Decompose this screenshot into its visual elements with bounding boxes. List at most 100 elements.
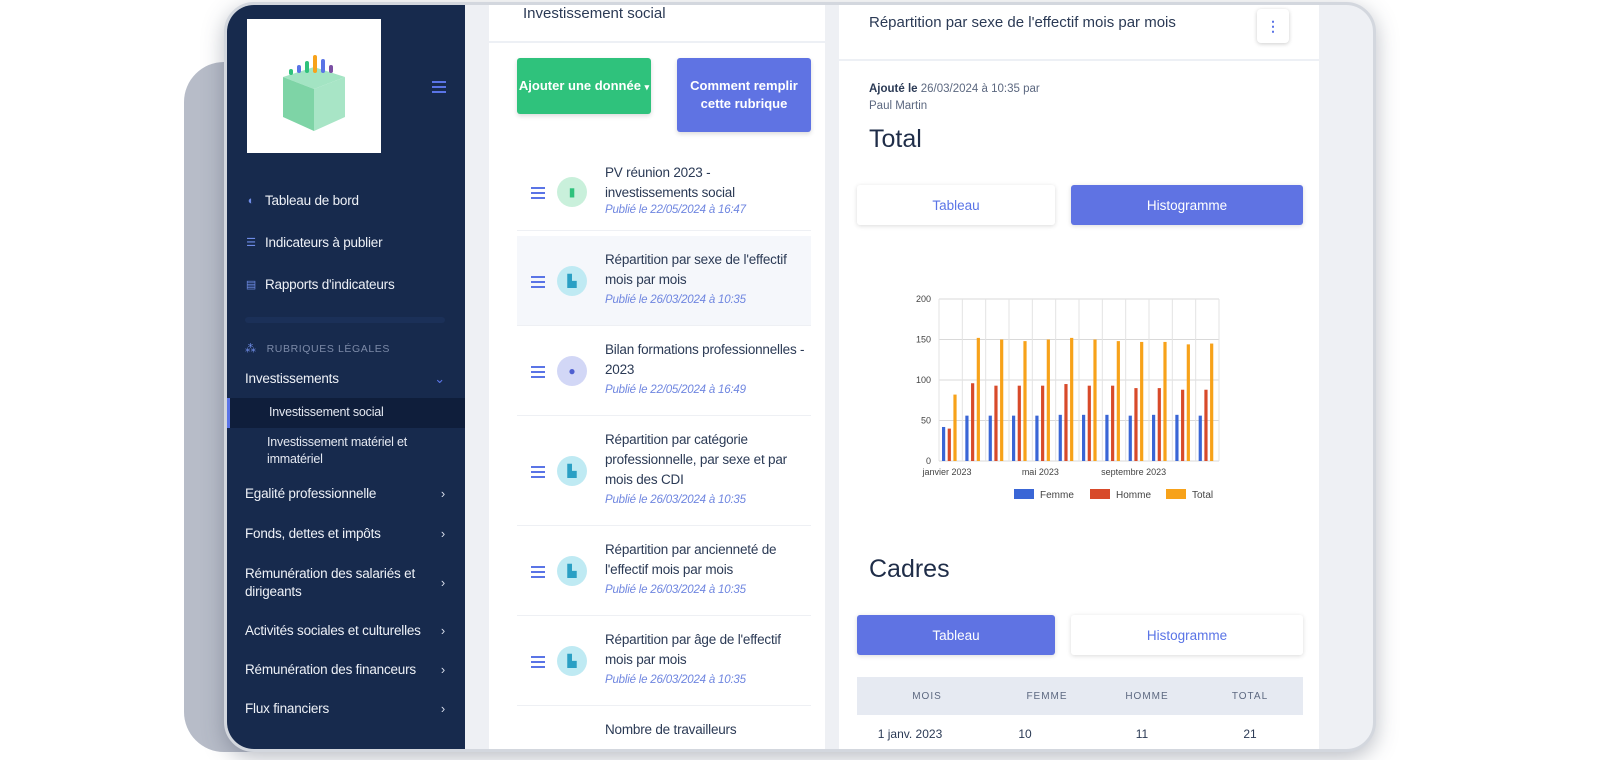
list-item[interactable]: Nombre de travailleurs — [517, 706, 811, 749]
toggle-histogram-cadres[interactable]: Histogramme — [1071, 615, 1303, 655]
bar-total — [1210, 343, 1214, 461]
toggle-table-total[interactable]: Tableau — [857, 185, 1055, 225]
item-title: Nombre de travailleurs — [605, 722, 737, 737]
item-date: Publié le 22/05/2024 à 16:47 — [605, 204, 746, 216]
bar-homme — [947, 428, 951, 461]
legend-label: Femme — [1040, 490, 1074, 501]
bar-homme — [1111, 385, 1115, 461]
sidebar-group-remuneration-salaries[interactable]: Rémunération des salariés et dirigeants … — [245, 565, 455, 601]
logo-icon — [283, 55, 345, 131]
sidebar-subitem-investissement-social[interactable]: Investissement social — [269, 405, 384, 419]
sidebar-item-indicators[interactable]: ☰ Indicateurs à publier — [245, 235, 382, 250]
chart-icon: ▙ — [557, 456, 587, 486]
section-title-total: Total — [869, 125, 922, 153]
menu-toggle-icon[interactable] — [432, 81, 446, 96]
cell-mois: 1 janv. 2023 — [877, 727, 943, 741]
bar-femme — [965, 415, 969, 461]
sidebar-item-label: Indicateurs à publier — [265, 235, 383, 250]
list-item[interactable]: ▙ Répartition par ancienneté de l'effect… — [517, 526, 811, 616]
group-label: Activités sociales et culturelles — [245, 623, 421, 638]
sidebar-group-flux[interactable]: Flux financiers › — [245, 700, 455, 718]
sidebar-group-financeurs[interactable]: Rémunération des financeurs › — [245, 661, 455, 679]
group-label: Egalité professionnelle — [245, 486, 377, 501]
bar-total — [976, 337, 980, 461]
bar-homme — [1134, 388, 1138, 461]
list-item-selected[interactable]: ▙ Répartition par sexe de l'effectif moi… — [517, 236, 811, 326]
sitemap-icon: ⁂ — [245, 343, 257, 355]
list-item[interactable]: ▙ Répartition par âge de l'effectif mois… — [517, 616, 811, 706]
chevron-right-icon: › — [440, 701, 445, 716]
list-item[interactable]: ● Bilan formations professionnelles - 20… — [517, 326, 811, 416]
sidebar-group-activites[interactable]: Activités sociales et culturelles › — [245, 622, 455, 640]
chevron-right-icon: › — [440, 575, 445, 590]
group-label: Investissements — [245, 371, 339, 386]
drag-handle-icon[interactable] — [531, 466, 545, 481]
col-header-homme: HOMME — [1125, 690, 1169, 702]
sidebar-subitem-investissement-materiel[interactable]: Investissement matériel et immatériel — [267, 435, 407, 466]
detail-header: Répartition par sexe de l'effectif mois … — [839, 5, 1319, 61]
item-title: Répartition par âge de l'effectif mois p… — [605, 632, 781, 667]
item-date: Publié le 26/03/2024 à 10:35 — [605, 584, 746, 596]
drag-handle-icon[interactable] — [531, 276, 545, 291]
table-header: MOIS FEMME HOMME TOTAL — [857, 677, 1303, 715]
bar-homme — [1181, 389, 1185, 461]
bar-homme — [1157, 388, 1161, 461]
legend-swatch — [1090, 489, 1110, 499]
bar-femme — [1152, 414, 1156, 461]
sidebar-group-egalite[interactable]: Egalité professionnelle › — [245, 485, 455, 503]
drag-handle-icon[interactable] — [531, 566, 545, 581]
table-row: 1 janv. 2023 10 11 21 — [857, 727, 1303, 749]
toggle-histogram-total[interactable]: Histogramme — [1071, 185, 1303, 225]
list-item[interactable]: ▮ PV réunion 2023 - investissements soci… — [517, 151, 811, 231]
dashboard-icon: ◐ — [247, 194, 255, 207]
bar-total — [1186, 344, 1190, 461]
added-label: Ajouté le — [869, 83, 918, 95]
help-button[interactable]: Comment remplir cette rubrique — [677, 58, 811, 132]
bar-homme — [1087, 385, 1091, 461]
add-data-label: Ajouter une donnée — [518, 77, 641, 93]
x-tick-label: septembre 2023 — [1101, 467, 1166, 477]
bar-total — [1163, 341, 1167, 461]
list-icon: ☰ — [246, 237, 256, 249]
col-header-total: TOTAL — [1231, 690, 1269, 702]
chevron-down-icon: ⌄ — [434, 371, 445, 386]
file-icon: ▮ — [557, 177, 587, 207]
y-tick-label: 100 — [916, 375, 931, 385]
bar-femme — [1128, 415, 1132, 461]
bar-femme — [1105, 414, 1109, 461]
item-date: Publié le 26/03/2024 à 10:35 — [605, 494, 746, 506]
chevron-right-icon: › — [440, 623, 445, 638]
bar-total — [1023, 341, 1027, 461]
toggle-table-cadres[interactable]: Tableau — [857, 615, 1055, 655]
legend-swatch — [1014, 489, 1034, 499]
more-options-icon[interactable]: ⋮ — [1257, 9, 1289, 43]
item-date: Publié le 26/03/2024 à 10:35 — [605, 674, 746, 686]
app-logo[interactable] — [247, 19, 381, 153]
sidebar-item-label: Rapports d'indicateurs — [265, 277, 395, 292]
bar-homme — [1204, 389, 1208, 461]
legend-swatch — [1166, 489, 1186, 499]
sidebar-group-investissements[interactable]: Investissements ⌄ — [245, 370, 455, 388]
x-tick-label: mai 2023 — [1022, 467, 1059, 477]
sidebar: ◐ Tableau de bord ☰ Indicateurs à publie… — [227, 5, 465, 749]
sidebar-item-dashboard[interactable]: ◐ Tableau de bord — [245, 193, 359, 208]
section-label-legal: ⁂ RUBRIQUES LÉGALES — [245, 342, 390, 356]
drag-handle-icon[interactable] — [531, 366, 545, 381]
drag-handle-icon[interactable] — [531, 187, 545, 202]
col-header-mois: MOIS — [912, 690, 942, 702]
item-title: Répartition par catégorie professionnell… — [605, 432, 787, 487]
bar-femme — [1035, 415, 1039, 461]
add-data-button[interactable]: Ajouter une donnée ▾ — [517, 58, 651, 114]
sidebar-divider — [245, 317, 445, 323]
y-tick-label: 50 — [921, 416, 931, 426]
y-tick-label: 200 — [916, 294, 931, 304]
caret-down-icon: ▾ — [644, 81, 650, 92]
drag-handle-icon[interactable] — [531, 656, 545, 671]
bar-homme — [971, 383, 975, 461]
sidebar-item-reports[interactable]: ▤ Rapports d'indicateurs — [245, 277, 395, 292]
sidebar-group-fonds[interactable]: Fonds, dettes et impôts › — [245, 525, 455, 543]
cell-total: 21 — [1243, 727, 1257, 741]
list-item[interactable]: ▙ Répartition par catégorie professionne… — [517, 416, 811, 526]
histogram-chart: 0 50 100 150 200 janvier 2023 mai 2023 septembr… — [899, 285, 1239, 515]
sidebar-item-label: Tableau de bord — [265, 193, 359, 208]
